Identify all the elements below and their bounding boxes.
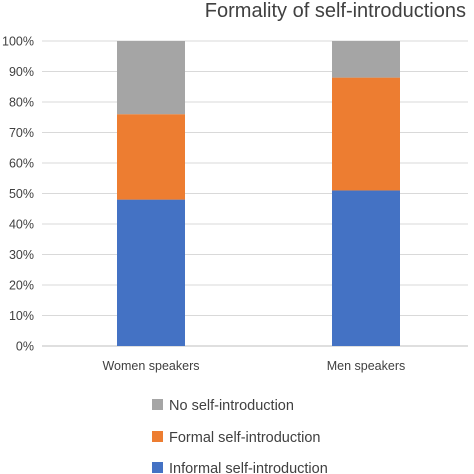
legend-swatch [152,462,163,473]
y-tick-label: 0% [16,340,34,354]
y-tick-label: 90% [9,65,34,79]
y-axis-ticks: 0% 10% 20% 30% 40% 50% 60% 70% 80% 90% 100% [2,35,34,354]
y-tick-label: 10% [9,309,34,323]
bar-segment-no-self-introduction-men-speakers [332,41,400,78]
y-tick-label: 80% [9,96,34,110]
x-axis-categories: Women speakers Men speakers [102,359,405,373]
legend-swatch [152,399,163,410]
x-category-label: Men speakers [327,359,406,373]
y-tick-label: 50% [9,187,34,201]
x-category-label: Women speakers [102,359,199,373]
y-tick-label: 60% [9,157,34,171]
bars [117,41,400,346]
y-tick-label: 20% [9,279,34,293]
legend-label: Formal self-introduction [169,430,321,446]
legend-label: No self-introduction [169,398,294,414]
y-tick-label: 40% [9,218,34,232]
gridlines [42,40,468,347]
y-tick-label: 100% [2,35,34,49]
bar-segment-formal-self-introduction-women-speakers [117,114,185,200]
bar-segment-informal-self-introduction-men-speakers [332,190,400,346]
bar-segment-formal-self-introduction-men-speakers [332,77,400,191]
legend-label: Informal self-introduction [169,461,328,474]
bar-segment-no-self-introduction-women-speakers [117,41,185,115]
legend: No self-introduction Formal self-introduc… [152,398,328,474]
chart-title: Formality of self-introductions [205,0,466,22]
y-tick-label: 70% [9,126,34,140]
legend-swatch [152,431,163,442]
y-tick-label: 30% [9,248,34,262]
bar-segment-informal-self-introduction-women-speakers [117,199,185,346]
